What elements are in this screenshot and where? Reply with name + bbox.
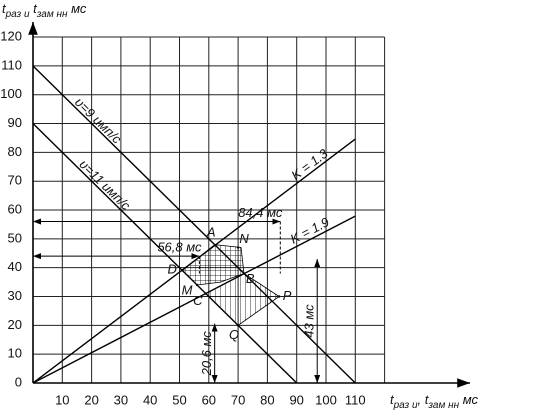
x-tick-label: 50 <box>172 392 186 407</box>
x-axis-label-part: раз и <box>393 400 418 411</box>
x-tick-label: 10 <box>55 392 69 407</box>
series-label: K = 1.9 <box>288 214 332 246</box>
x-tick-label: 40 <box>143 392 157 407</box>
x-axis-label: tраз и, tзам нн мс <box>390 392 479 410</box>
dimension-label: 20,6 мс <box>199 331 214 377</box>
dimension-label: 56,8 мс <box>157 240 202 255</box>
point <box>180 269 184 272</box>
x-tick-label: 70 <box>231 392 245 407</box>
y-tick-label: 90 <box>8 115 22 130</box>
series-line <box>32 215 356 384</box>
y-axis-label-part: t <box>30 1 39 16</box>
x-axis-label-part: t <box>390 392 395 407</box>
y-tick-label: 110 <box>1 57 22 72</box>
point-label: A <box>206 225 216 240</box>
x-axis-label-part: , t <box>418 392 430 407</box>
y-axis-label: tраз и tзам нн мс <box>2 1 87 19</box>
y-tick-label: 100 <box>0 86 22 101</box>
x-axis-label-part: мс <box>459 392 478 407</box>
y-tick-label: 20 <box>8 317 22 332</box>
point-label: N <box>239 231 249 246</box>
dimension-label: 43 мс <box>302 304 317 338</box>
series-label: υ=9 имп/с <box>72 95 125 147</box>
y-tick-label: 10 <box>8 346 22 361</box>
series-line <box>32 138 356 384</box>
y-tick-label: 0 <box>15 374 22 389</box>
series-label: υ=11 имп/с <box>76 157 133 214</box>
point <box>236 246 240 249</box>
y-tick-label: 80 <box>8 144 22 159</box>
dimension-label: 84,4 мс <box>238 205 283 220</box>
x-tick-label: 30 <box>114 392 128 407</box>
y-axis-label-part: t <box>2 1 7 16</box>
y-tick-label: 30 <box>8 288 22 303</box>
point-label: Q <box>229 327 239 342</box>
y-tick-label: 70 <box>8 173 22 188</box>
x-tick-label: 100 <box>315 392 337 407</box>
point-label: D <box>167 262 176 277</box>
point-label: M <box>182 282 193 297</box>
y-tick-label: 50 <box>8 230 22 245</box>
x-tick-label: 110 <box>345 392 366 407</box>
point <box>243 272 246 275</box>
x-tick-label: 20 <box>84 392 98 407</box>
y-tick-label: 120 <box>0 28 22 43</box>
point-label: P <box>283 288 292 303</box>
x-tick-label: 90 <box>289 392 303 407</box>
point <box>214 243 217 247</box>
point <box>204 292 208 295</box>
x-tick-label: 60 <box>202 392 216 407</box>
point-label: C <box>193 293 203 308</box>
point <box>195 283 199 287</box>
y-axis-label-part: раз и <box>5 9 30 20</box>
x-tick-label: 80 <box>260 392 274 407</box>
y-axis-label-part: мс <box>68 1 87 16</box>
point <box>236 324 240 327</box>
y-tick-label: 60 <box>8 201 22 216</box>
point-label: B <box>246 271 255 286</box>
x-axis-label-part: зам нн <box>427 400 459 411</box>
y-axis-label-part: зам нн <box>36 9 68 20</box>
y-tick-label: 40 <box>8 259 22 274</box>
point <box>277 295 281 298</box>
series-label: K = 1.3 <box>288 145 331 183</box>
